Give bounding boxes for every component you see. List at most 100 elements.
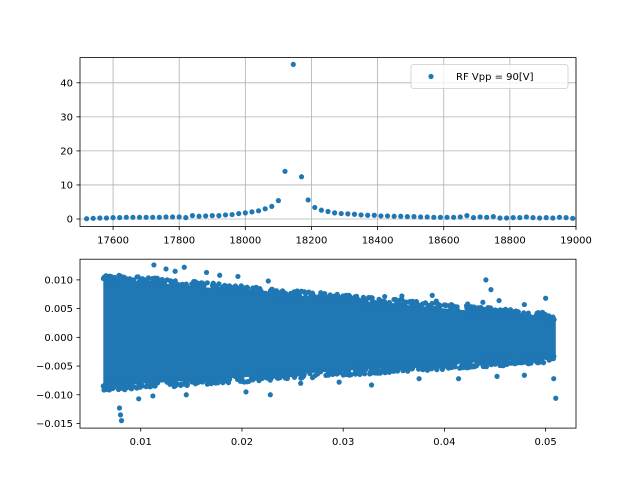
bottom-data-point xyxy=(525,361,532,367)
bottom-data-point xyxy=(497,357,503,363)
bottom-data-point xyxy=(285,293,291,299)
top-subplot: 17600 17800 18000 18200 18400 18600 18800 19000… xyxy=(60,57,592,247)
bottom-outlier-point xyxy=(488,287,494,293)
bottom-data-point xyxy=(539,309,546,315)
bottom-outlier-point xyxy=(551,376,557,382)
top-data-point xyxy=(255,208,262,214)
bottom-y-tick-label: 0.010 xyxy=(44,275,73,286)
bottom-band-fill xyxy=(103,278,556,387)
legend-label: RF Vpp = 90[V] xyxy=(456,72,534,83)
bottom-data-point xyxy=(277,375,283,381)
bottom-data-point xyxy=(318,369,324,375)
bottom-outlier-point xyxy=(543,295,549,301)
bottom-data-point xyxy=(444,362,451,368)
top-data-point xyxy=(404,214,410,220)
bottom-data-point xyxy=(259,375,265,382)
bottom-data-point xyxy=(528,354,534,360)
top-data-point xyxy=(176,214,182,220)
bottom-data-point xyxy=(452,308,458,314)
bottom-data-point xyxy=(483,309,489,315)
bottom-outlier-point xyxy=(181,264,187,270)
bottom-data-point xyxy=(513,314,519,320)
top-y-ticks: 0 10 20 30 40 xyxy=(60,78,80,226)
top-data-point xyxy=(563,215,569,221)
bottom-data-point xyxy=(257,372,263,378)
bottom-data-point xyxy=(517,312,523,318)
top-data-point xyxy=(269,203,275,210)
bottom-data-point xyxy=(372,299,378,306)
bottom-data-point xyxy=(327,292,333,298)
bottom-outlier-point xyxy=(117,412,124,418)
bottom-data-point xyxy=(288,372,294,378)
bottom-data-point xyxy=(119,274,125,280)
bottom-data-point xyxy=(330,370,336,376)
bottom-data-point xyxy=(502,356,508,362)
bottom-outlier-point xyxy=(183,392,189,398)
bottom-data-point xyxy=(369,370,375,376)
bottom-data-point xyxy=(317,296,323,302)
top-data-point xyxy=(477,214,483,220)
top-data-point xyxy=(437,214,444,220)
bottom-data-point xyxy=(189,379,195,385)
bottom-outlier-point xyxy=(521,372,527,378)
bottom-data-point xyxy=(506,360,512,366)
bottom-data-point xyxy=(137,382,143,388)
bottom-data-point xyxy=(267,377,273,383)
top-x-tick-label: 18200 xyxy=(296,236,328,247)
top-data-point xyxy=(325,208,331,215)
bottom-data-point xyxy=(381,298,387,304)
bottom-data-point xyxy=(486,359,492,365)
bottom-outlier-point xyxy=(480,299,486,305)
bottom-data-point xyxy=(336,367,342,373)
bottom-data-point xyxy=(521,310,527,316)
bottom-x-tick-label: 0.01 xyxy=(130,437,152,448)
bottom-data-point xyxy=(513,308,519,314)
bottom-data-point xyxy=(149,279,155,286)
bottom-data-point xyxy=(464,309,470,315)
bottom-data-point xyxy=(376,296,382,302)
bottom-data-point xyxy=(346,292,352,298)
top-data-point xyxy=(424,214,430,220)
top-data-point xyxy=(371,212,377,218)
top-data-point xyxy=(338,210,344,217)
bottom-data-point xyxy=(154,275,160,281)
bottom-data-point xyxy=(341,371,347,377)
bottom-data-point xyxy=(284,375,290,382)
top-data-point xyxy=(110,215,116,221)
top-data-point xyxy=(365,212,371,218)
top-data-point xyxy=(169,214,176,220)
top-data-point xyxy=(464,213,470,219)
top-data-point xyxy=(503,215,510,221)
bottom-data-point xyxy=(211,283,217,289)
bottom-series-points xyxy=(116,262,559,424)
bottom-data-point xyxy=(204,280,210,286)
bottom-data-point xyxy=(392,296,399,303)
bottom-data-point xyxy=(138,277,144,283)
bottom-outlier-point xyxy=(465,301,471,307)
top-data-point xyxy=(358,212,364,218)
top-data-point xyxy=(490,214,496,220)
bottom-data-point xyxy=(239,289,246,296)
top-data-point xyxy=(332,210,338,216)
bottom-data-point xyxy=(134,274,140,280)
bottom-data-point xyxy=(384,368,390,374)
bottom-data-point xyxy=(425,365,431,371)
top-y-tick-label: 40 xyxy=(60,78,73,89)
top-data-point xyxy=(451,214,457,220)
bottom-data-point xyxy=(253,284,259,290)
bottom-data-point xyxy=(497,362,503,369)
bottom-outlier-point xyxy=(429,292,435,298)
bottom-data-point xyxy=(409,366,415,372)
bottom-data-point xyxy=(430,361,436,367)
bottom-data-point xyxy=(159,277,165,283)
bottom-data-point xyxy=(396,302,402,309)
top-data-point xyxy=(312,204,318,211)
top-y-tick-label: 20 xyxy=(60,146,73,157)
top-data-point xyxy=(262,206,268,212)
bottom-data-point xyxy=(409,299,416,305)
bottom-data-point xyxy=(509,356,516,362)
bottom-outlier-point xyxy=(172,268,178,274)
bottom-data-point xyxy=(414,303,420,309)
bottom-data-point xyxy=(463,360,469,366)
bottom-x-tick-label: 0.03 xyxy=(332,437,354,448)
